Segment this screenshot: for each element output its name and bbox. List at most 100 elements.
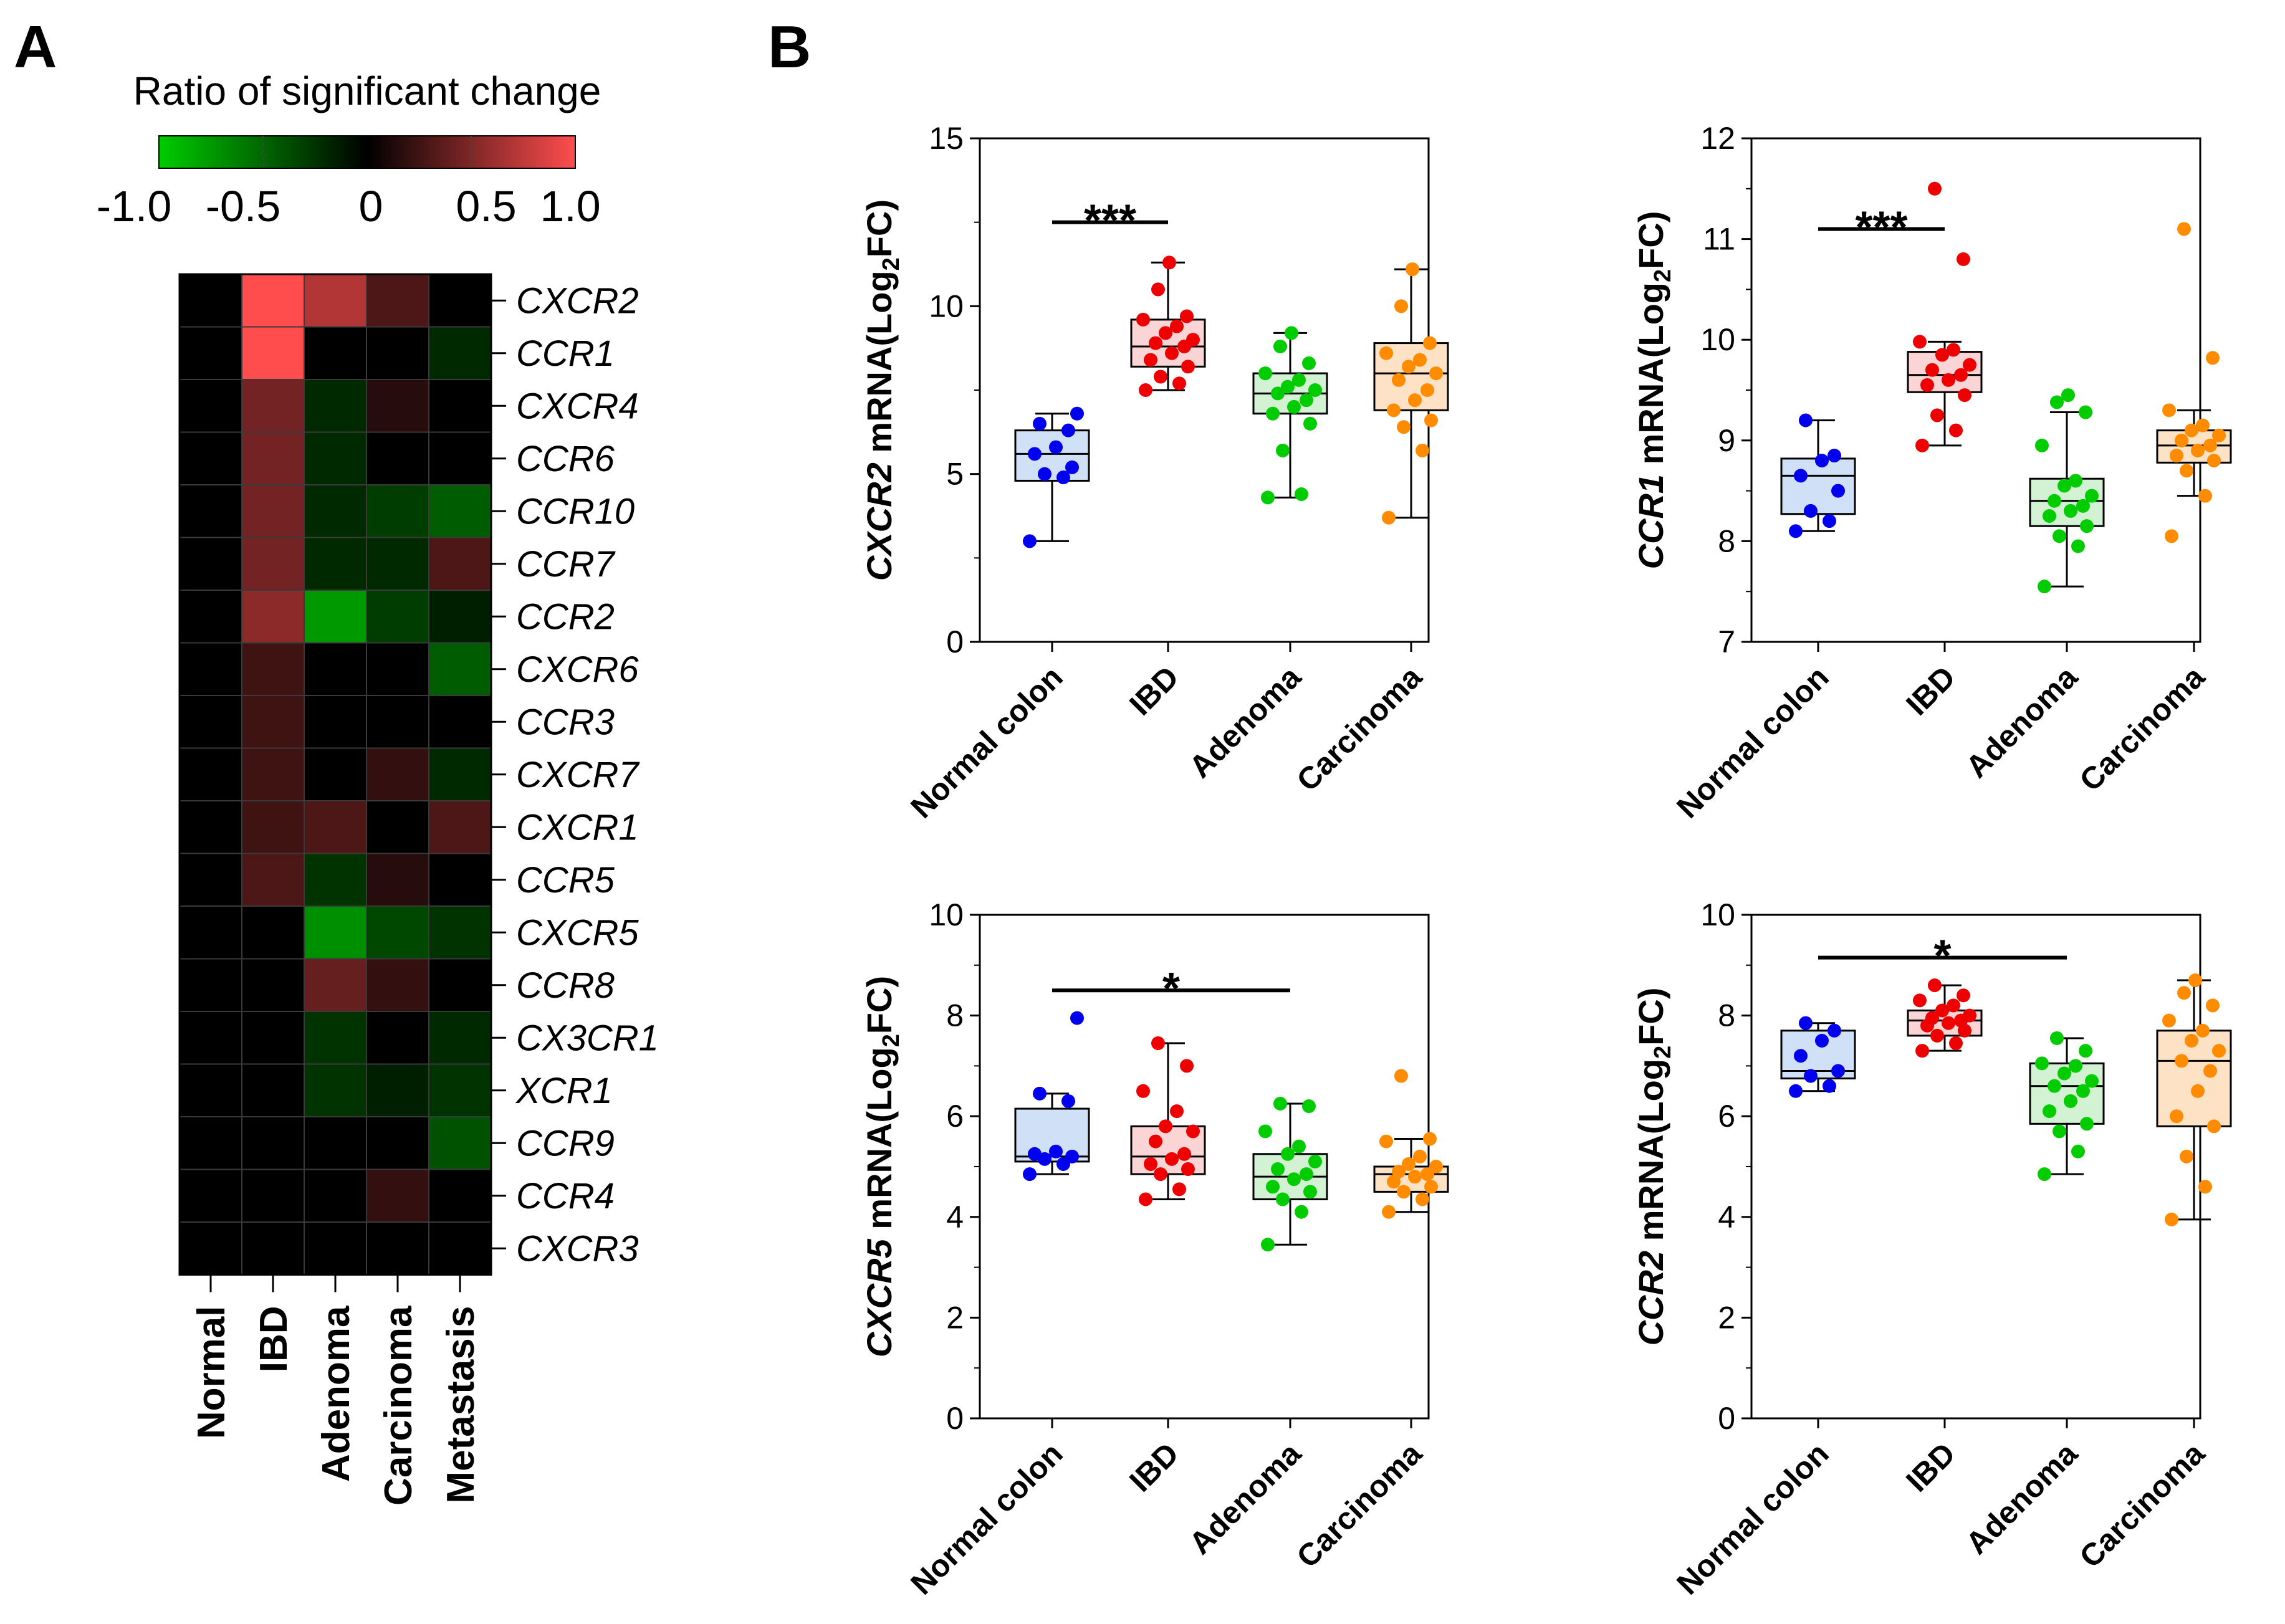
significance-label: *** (1855, 203, 1907, 252)
x-tick-label: IBD (1899, 659, 1962, 722)
data-point (1276, 1192, 1290, 1206)
row-label: CX3CR1 (516, 1018, 659, 1058)
heatmap-cell (366, 326, 429, 380)
data-point (1276, 443, 1290, 457)
y-tick-label: 11 (1703, 222, 1735, 257)
data-point (1033, 416, 1047, 431)
data-point (1266, 406, 1280, 421)
y-tick-label: 10 (1700, 322, 1735, 357)
colorbar-title: Ratio of significant change (133, 69, 601, 113)
significance-label: * (1162, 964, 1180, 1014)
data-point (1394, 1069, 1408, 1083)
data-point (2206, 998, 2220, 1013)
y-axis-label-subscript: 2 (1650, 269, 1676, 282)
heatmap-cell (366, 1221, 429, 1276)
data-point (2170, 449, 2183, 463)
data-point (1424, 413, 1438, 427)
data-point (1028, 1147, 1042, 1161)
data-point (1302, 1099, 1316, 1114)
heatmap-cell (304, 642, 367, 696)
data-point (1281, 380, 1295, 394)
column-label: Normal (190, 1306, 233, 1440)
heatmap-cell (366, 695, 429, 749)
heatmap-cell (179, 1011, 242, 1065)
heatmap-cell (428, 642, 492, 696)
data-point (1831, 484, 1845, 498)
heatmap-cell (241, 274, 305, 328)
y-tick-label: 2 (946, 1300, 964, 1335)
data-point (1928, 181, 1942, 196)
data-point (1402, 1157, 1416, 1171)
heatmap-cell (366, 537, 429, 591)
data-point (2071, 539, 2085, 553)
data-point (2177, 986, 2191, 1000)
data-point (1271, 1162, 1285, 1177)
data-point (1266, 1180, 1280, 1194)
heatmap-cell (366, 1116, 429, 1170)
data-point (1804, 504, 1818, 518)
heatmap-cell (241, 905, 305, 960)
y-axis-label-end: FC) (860, 199, 899, 257)
data-point (1402, 360, 1416, 374)
data-point (2198, 489, 2212, 503)
column-label: Carcinoma (377, 1306, 420, 1506)
x-tick-label: Adenoma (1959, 659, 2085, 785)
x-tick-label: Carcinoma (1290, 659, 1429, 798)
data-point (1154, 370, 1167, 384)
heatmap-cell (366, 379, 429, 433)
data-point (1957, 988, 1970, 1003)
data-point (1149, 336, 1162, 350)
data-point (1930, 408, 1944, 423)
data-point (1170, 319, 1184, 333)
data-point (1815, 1034, 1829, 1048)
y-axis-label-end: FC) (1631, 988, 1670, 1046)
data-point (2185, 1034, 2198, 1048)
box-iqr (1780, 457, 1856, 515)
data-point (1139, 383, 1152, 397)
data-point (1947, 343, 1960, 357)
data-point (1285, 326, 1298, 340)
data-point (1831, 1064, 1845, 1078)
data-point (1828, 1023, 1841, 1038)
data-point (1928, 978, 1942, 993)
data-point (1387, 403, 1401, 418)
data-point (2196, 1023, 2210, 1038)
row-label: CCR4 (516, 1176, 615, 1216)
data-point (2191, 443, 2205, 457)
heatmap-cell (179, 484, 242, 538)
heatmap-cell (304, 1011, 367, 1065)
y-tick-label: 2 (1718, 1300, 1735, 1335)
data-point (1794, 469, 1808, 483)
heatmap-cell (428, 379, 492, 433)
y-tick-label: 0 (946, 624, 964, 659)
heatmap-cell (179, 800, 242, 854)
data-point (2064, 504, 2077, 518)
heatmap-cell (179, 274, 242, 328)
heatmap-cell (241, 1063, 305, 1117)
x-tick-label: Carcinoma (2072, 659, 2211, 798)
x-tick-label: IBD (1899, 1436, 1962, 1498)
data-point (1154, 1167, 1167, 1182)
column-label: Metastasis (439, 1306, 482, 1504)
heatmap-cell (179, 1221, 242, 1276)
data-point (1382, 1205, 1396, 1219)
heatmap-cell (241, 695, 305, 749)
data-point (1408, 1170, 1422, 1184)
data-point (2053, 529, 2066, 543)
y-tick-label: 6 (946, 1099, 964, 1134)
data-point (1789, 1084, 1803, 1098)
data-point (1423, 336, 1437, 350)
heatmap-cell (241, 1116, 305, 1170)
y-tick-label: 8 (1718, 998, 1735, 1033)
x-tick-label: Carcinoma (1290, 1435, 1429, 1574)
heatmap-cell (179, 1116, 242, 1170)
heatmap-cell (428, 537, 492, 591)
heatmap-cell (304, 431, 367, 485)
x-tick-label: Normal colon (904, 659, 1070, 825)
heatmap-cell (428, 1063, 492, 1117)
heatmap-cell (304, 695, 367, 749)
heatmap-cell (366, 905, 429, 960)
data-point (1915, 1044, 1929, 1058)
row-label: CXCR2 (516, 280, 639, 321)
heatmap-cell (241, 747, 305, 801)
